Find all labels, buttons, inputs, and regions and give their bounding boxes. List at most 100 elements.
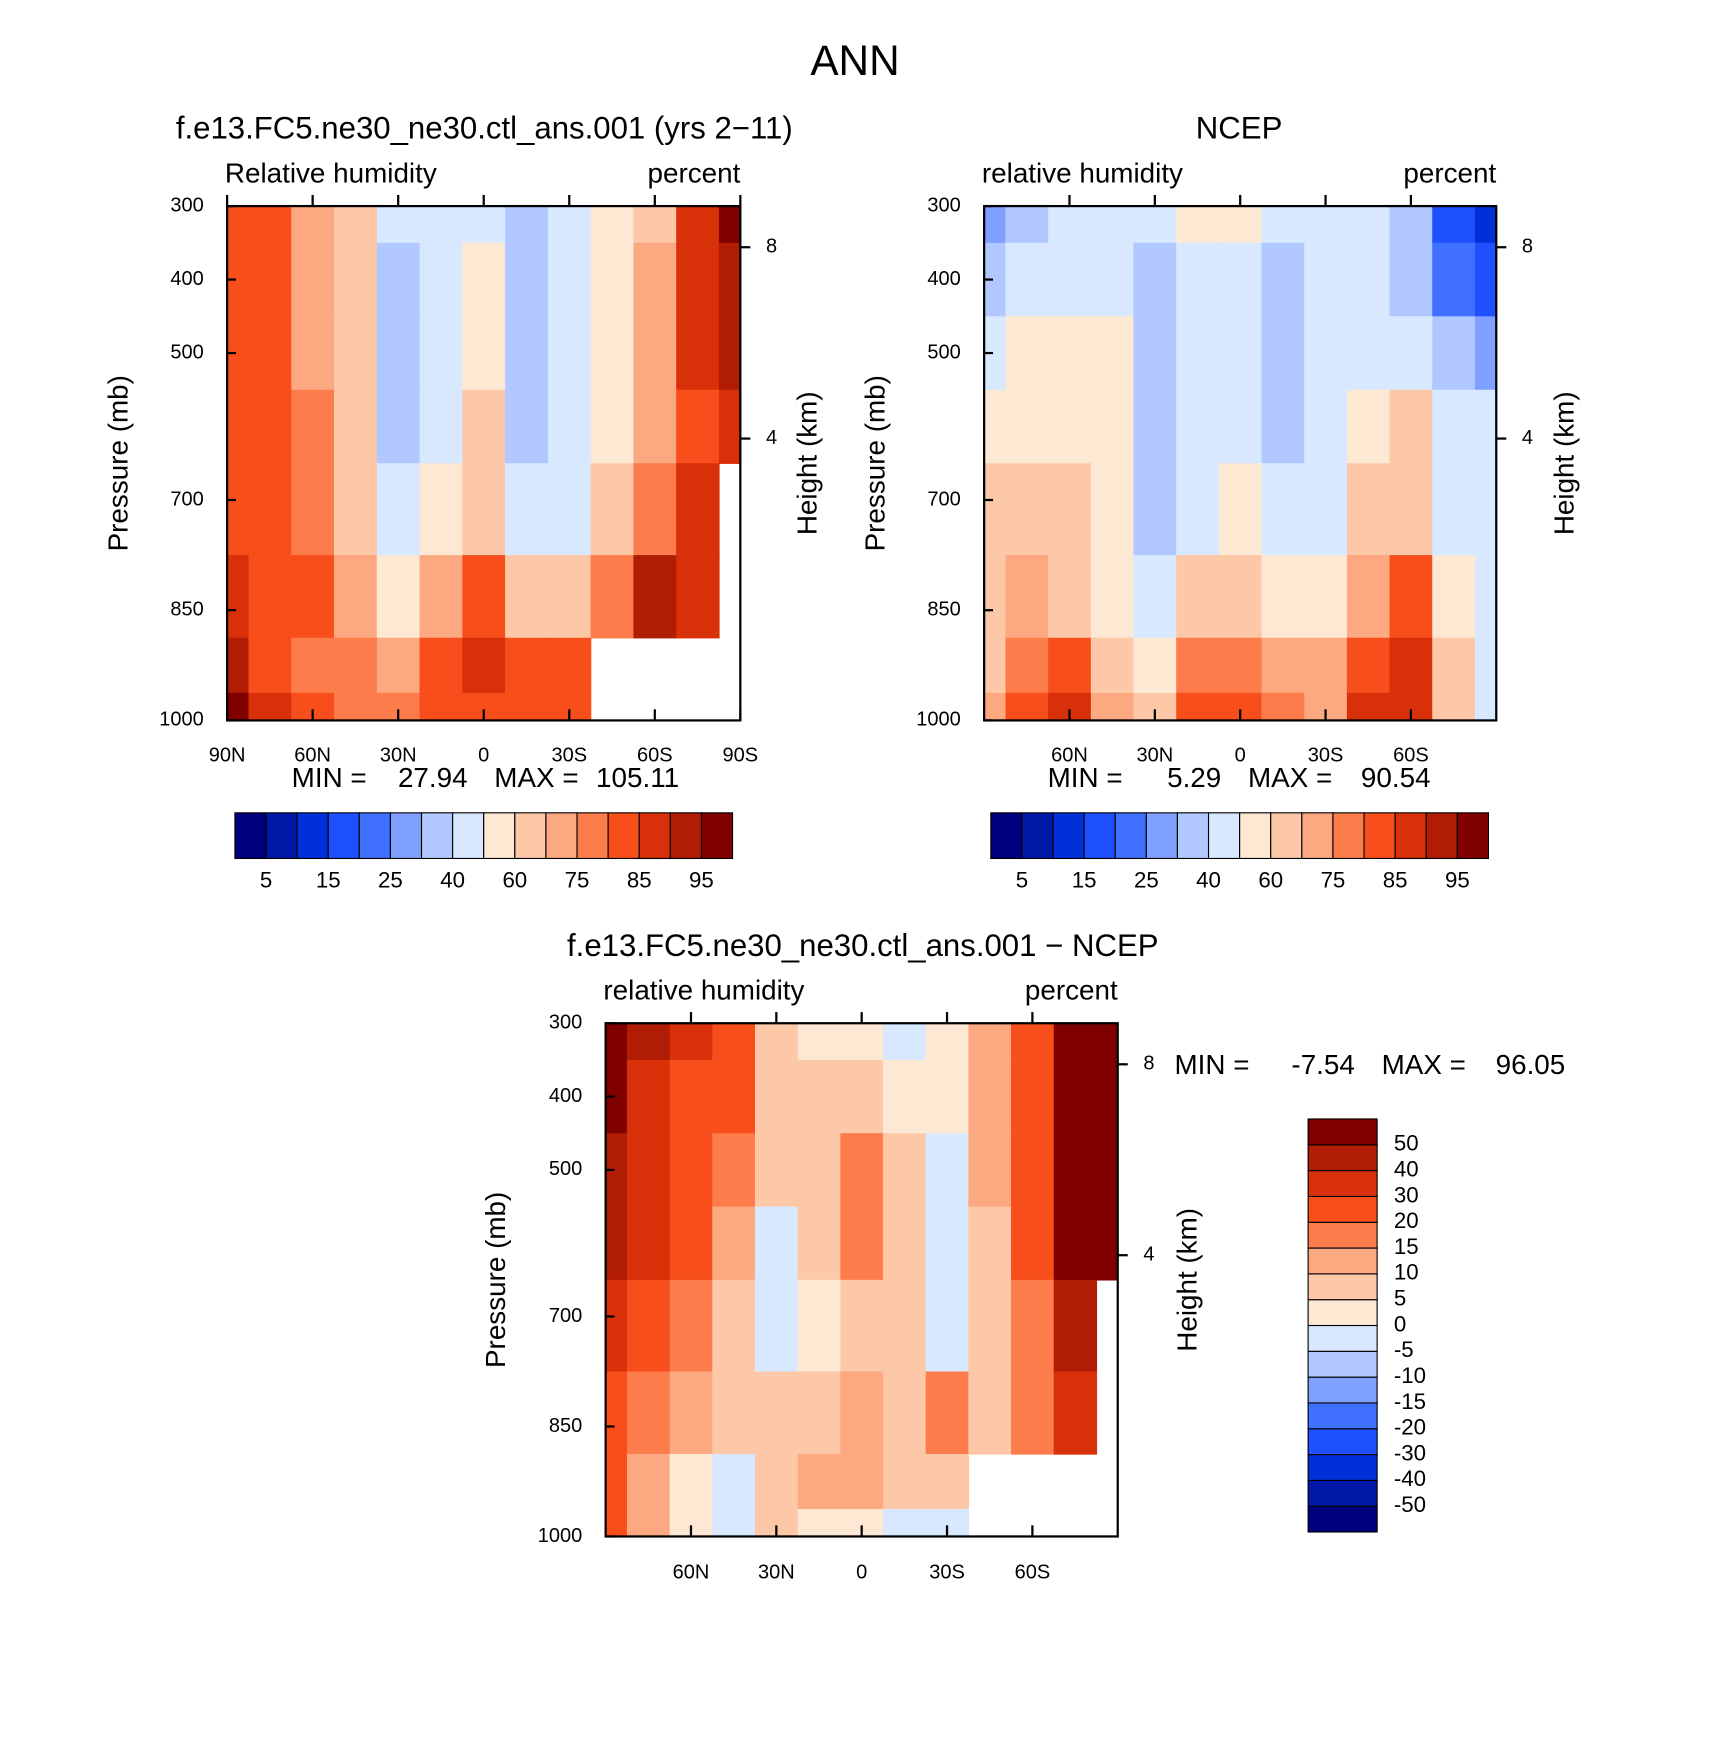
contour-cell [883,1371,927,1455]
contour-cell [505,637,549,694]
contour-cell [1133,463,1177,556]
contour-cell [626,1453,671,1510]
contour-cell [883,1453,927,1510]
x-tick-label: 30N [1136,744,1173,766]
contour-cell [1261,316,1305,391]
contour-cell [797,1133,842,1208]
contour-cell [505,555,549,639]
colorbar-box [1307,1247,1378,1275]
contour-cell [1304,463,1348,556]
colorbar-box [1307,1479,1378,1507]
colorbar-box [358,812,391,860]
y2-tick-label: 8 [1522,236,1533,258]
colorbar-label: -20 [1394,1415,1426,1440]
y-tick-label: 850 [927,599,960,621]
contour-cell [1005,637,1049,694]
contour-cell [605,1279,628,1373]
subtitle-right: percent [1403,157,1496,188]
colorbar-label: 15 [316,868,341,893]
colorbar-box [1207,812,1241,860]
y-tick-label: 400 [927,268,960,290]
contour-cell [1005,692,1049,722]
contour-cell [718,389,742,464]
contour-cell [462,637,506,694]
contour-cell [1011,1371,1055,1455]
subtitle-right: percent [1025,974,1118,1005]
colorbar-label: 50 [1394,1131,1419,1156]
contour-cell [1474,316,1497,391]
contour-cell [968,1059,1012,1134]
contour-cell [334,316,378,391]
contour-cell [754,1023,799,1061]
colorbar-box [1239,812,1272,860]
y-tick-label: 700 [170,488,203,510]
y-tick-label: 300 [170,194,203,216]
contour-cell [1304,389,1348,464]
colorbar-box [1394,812,1427,860]
contour-cell [1432,463,1476,556]
contour-cell [291,637,335,694]
contour-cell [227,637,250,694]
contour-cell [1096,1206,1119,1281]
contour-cell [718,242,742,317]
contour-cell [984,463,1007,556]
contour-cell [1346,637,1391,694]
y-tick-label: 500 [549,1158,582,1180]
contour-cell [1432,692,1476,722]
contour-cell [1053,1206,1098,1281]
x-tick-label: 0 [478,744,489,766]
contour-cell [419,389,464,464]
colorbar-box [514,812,547,860]
colorbar-label: -40 [1394,1466,1426,1491]
contour-cell [505,463,549,556]
y-axis-label: Pressure (mb) [860,375,891,551]
contour-cell [248,206,292,244]
colorbar-label: 10 [1394,1260,1419,1285]
contour-cell [1346,463,1391,556]
contour-cell [754,1371,799,1455]
panel-title: f.e13.FC5.ne30_ne30.ctl_ans.001 − NCEP [567,928,1159,963]
contour-cell [334,555,378,639]
min-label: MIN = [292,762,367,793]
colorbar-box [1307,1221,1378,1249]
contour-cell [797,1453,842,1510]
contour-cell [1176,637,1220,694]
contour-cell [334,206,378,244]
contour-cell [984,692,1007,722]
contour-cell [334,637,378,694]
contour-cell [984,242,1007,317]
contour-cell [334,463,378,556]
contour-cell [1346,242,1391,317]
contour-cell [883,1279,927,1373]
colorbar-box [389,812,423,860]
colorbar-box [576,812,609,860]
contour-cell [1090,637,1135,694]
colorbar-label: 0 [1394,1311,1406,1336]
colorbar-box [1021,812,1054,860]
contour-cell [227,555,250,639]
y2-axis-label: Height (km) [1171,1208,1202,1352]
contour-cell [797,1023,842,1061]
contour-cell [1011,1279,1055,1373]
contour-cell [547,555,592,639]
x-tick-label: 0 [1235,744,1246,766]
contour-cell [676,555,720,639]
contour-cell [797,1371,842,1455]
contour-cell [462,555,506,639]
contour-cell [547,242,592,317]
contour-cell [718,316,742,391]
x-tick-label: 30S [1308,744,1344,766]
contour-cell [1261,637,1305,694]
colorbar-label: 25 [1134,868,1159,893]
contour-cell [883,1133,927,1208]
contour-cell [376,637,421,694]
colorbar-box [1363,812,1396,860]
contour-cell [669,1133,713,1208]
colorbar-label: 40 [1196,868,1221,893]
contour-cell [797,1279,842,1373]
x-tick-label: 60N [1051,744,1088,766]
x-tick-label: 0 [856,1561,867,1583]
contour-cell [376,389,421,464]
contour-cell [248,316,292,391]
